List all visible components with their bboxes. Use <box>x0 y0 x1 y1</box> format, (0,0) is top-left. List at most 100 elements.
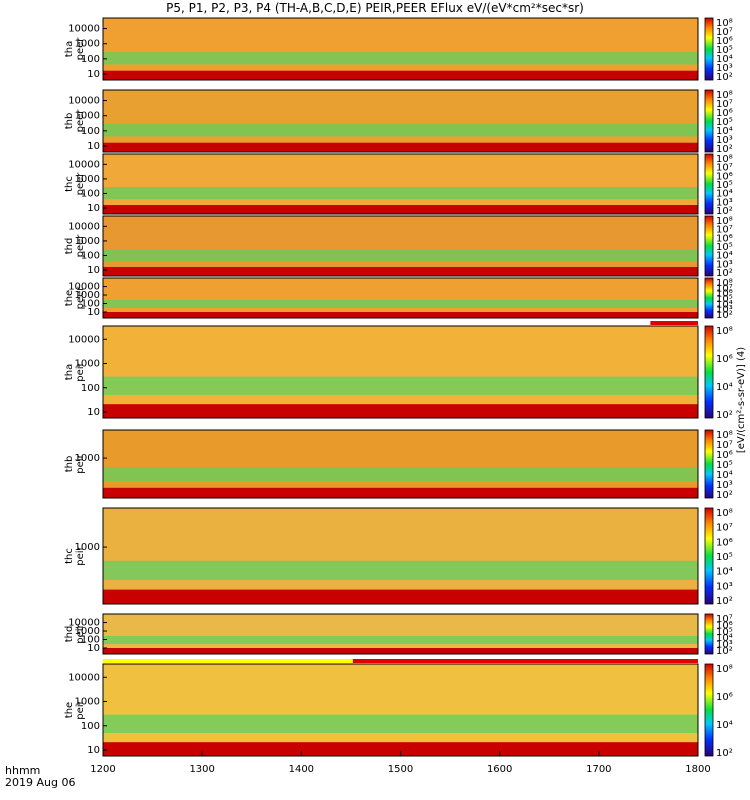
status-bar-the-peir-0 <box>103 659 353 663</box>
ylabel-tha-peer-1: peer <box>75 37 86 61</box>
cbtick-thc-peer-1: 10⁷ <box>716 163 733 174</box>
ytick-thc-peer-3: 10 <box>87 203 100 214</box>
band-thb-peir <box>103 467 698 481</box>
ytick-tha-peer-1: 1000 <box>75 39 100 50</box>
low-band-thc-peer <box>103 205 698 214</box>
cbtick-the-peer-1: 10⁷ <box>716 283 733 294</box>
ytick-tha-peir-2: 100 <box>81 383 100 394</box>
frame-thd-peer <box>102 215 699 277</box>
band-thb-peer <box>103 124 698 137</box>
cbtick-tha-peer-5: 10³ <box>716 63 733 74</box>
colorbar-the-peer <box>704 277 714 319</box>
ytick-thc-peer-1: 1000 <box>75 174 100 185</box>
colorbar-tha-peer <box>704 17 714 81</box>
cbtick-thd-peer-5: 10³ <box>716 259 733 270</box>
ylabel-the-peir-1: peir <box>75 699 86 719</box>
cbtick-the-peir-0: 10⁸ <box>716 664 733 675</box>
frame-thd-peir <box>102 613 699 655</box>
ytick-tha-peer-0: 10000 <box>68 24 100 35</box>
frame-tha-peir <box>102 325 699 419</box>
frame-thc-peir <box>102 507 699 605</box>
xtick-label-2: 1400 <box>289 764 314 775</box>
ytick-the-peer-2: 100 <box>81 299 100 310</box>
ytick-thb-peir-0: 1000 <box>75 453 100 464</box>
frame-tha-peer <box>102 17 699 81</box>
cbtick-thb-peer-5: 10³ <box>716 135 733 146</box>
ytick-thd-peer-3: 10 <box>87 265 100 276</box>
spectrogram-the-peir <box>103 664 698 756</box>
cbtick-thc-peir-4: 10⁴ <box>716 567 733 578</box>
colorbar-thb-peir <box>704 429 714 499</box>
ytick-tha-peer-3: 10 <box>87 69 100 80</box>
ytick-the-peer-0: 10000 <box>68 282 100 293</box>
cbtick-the-peer-6: 10² <box>716 310 733 321</box>
ytick-tha-peir-0: 10000 <box>68 334 100 345</box>
time-format-label: hhmm <box>5 764 41 777</box>
ylabel-thb-peir-1: peir <box>75 453 86 473</box>
cbtick-thc-peer-6: 10² <box>716 206 733 217</box>
cbtick-thc-peer-3: 10⁵ <box>716 180 733 191</box>
status-bar-the-peer-0 <box>650 321 698 325</box>
cbtick-thd-peer-2: 10⁶ <box>716 233 733 244</box>
ylabel-thc-peer-1: peer <box>75 172 86 196</box>
low-band-thd-peer <box>103 267 698 276</box>
frame-thb-peer <box>102 89 699 153</box>
cbtick-the-peer-5: 10³ <box>716 305 733 316</box>
ylabel-tha-peir-1: peir <box>75 361 86 381</box>
cbtick-thb-peer-4: 10⁴ <box>716 126 733 137</box>
low-band-thc-peir <box>103 589 698 604</box>
ytick-thc-peer-0: 10000 <box>68 159 100 170</box>
ytick-tha-peer-2: 100 <box>81 54 100 65</box>
low-band-the-peer <box>103 312 698 318</box>
ytick-tha-peir-1: 1000 <box>75 359 100 370</box>
colorbar-thd-peer <box>704 215 714 277</box>
colorbar-label: [eV/(cm²-s-sr-eV)] (4) <box>736 347 747 453</box>
spectrogram-thd-peer <box>103 216 698 276</box>
cbtick-the-peer-4: 10⁴ <box>716 299 733 310</box>
cbtick-thb-peir-6: 10² <box>716 490 733 501</box>
plot-title: P5, P1, P2, P3, P4 (TH-A,B,C,D,E) PEIR,P… <box>166 1 584 15</box>
status-bar-the-peir-1 <box>352 659 698 663</box>
cbtick-thc-peir-2: 10⁶ <box>716 537 733 548</box>
ylabel-thc-peir-0: thc <box>64 548 75 564</box>
cbtick-thb-peer-0: 10⁸ <box>716 90 733 101</box>
band-the-peir <box>103 714 698 733</box>
cbtick-thb-peir-1: 10⁷ <box>716 440 733 451</box>
ytick-thb-peer-2: 100 <box>81 126 100 137</box>
ylabel-thb-peer-0: thb <box>64 113 75 130</box>
frame-the-peer <box>102 277 699 319</box>
band-thd-peer <box>103 249 698 261</box>
colorbar-tha-peir <box>704 325 714 419</box>
colorbar-the-peir <box>704 663 714 757</box>
cbtick-thb-peer-6: 10² <box>716 144 733 155</box>
spectrogram-thc-peir <box>103 508 698 604</box>
ytick-thd-peir-1: 1000 <box>75 626 100 637</box>
band-thc-peir <box>103 560 698 580</box>
cbtick-thc-peir-3: 10⁵ <box>716 552 733 563</box>
colorbar-thc-peir <box>704 507 714 605</box>
ytick-thd-peer-1: 1000 <box>75 236 100 247</box>
ytick-tha-peir-3: 10 <box>87 407 100 418</box>
ytick-thc-peer-2: 100 <box>81 188 100 199</box>
cbtick-the-peer-3: 10⁵ <box>716 294 733 305</box>
low-band-tha-peir <box>103 404 698 418</box>
ytick-the-peir-2: 100 <box>81 721 100 732</box>
cbtick-the-peir-3: 10² <box>716 748 733 759</box>
colorbar-thd-peir <box>704 613 714 655</box>
cbtick-thb-peer-3: 10⁵ <box>716 117 733 128</box>
ytick-thd-peir-2: 100 <box>81 635 100 646</box>
cbtick-thd-peir-2: 10⁵ <box>716 627 733 638</box>
xtick-label-3: 1500 <box>388 764 413 775</box>
cbtick-thb-peer-2: 10⁶ <box>716 108 733 119</box>
ytick-thd-peer-2: 100 <box>81 250 100 261</box>
cbtick-tha-peer-4: 10⁴ <box>716 54 733 65</box>
band-thd-peir <box>103 636 698 644</box>
cbtick-thd-peir-5: 10² <box>716 646 733 657</box>
ytick-thb-peer-1: 1000 <box>75 111 100 122</box>
cbtick-the-peir-1: 10⁶ <box>716 692 733 703</box>
cbtick-tha-peer-6: 10² <box>716 72 733 83</box>
colorbar-thc-peer <box>704 153 714 215</box>
spectrogram-thc-peer <box>103 154 698 214</box>
ytick-thb-peer-3: 10 <box>87 141 100 152</box>
